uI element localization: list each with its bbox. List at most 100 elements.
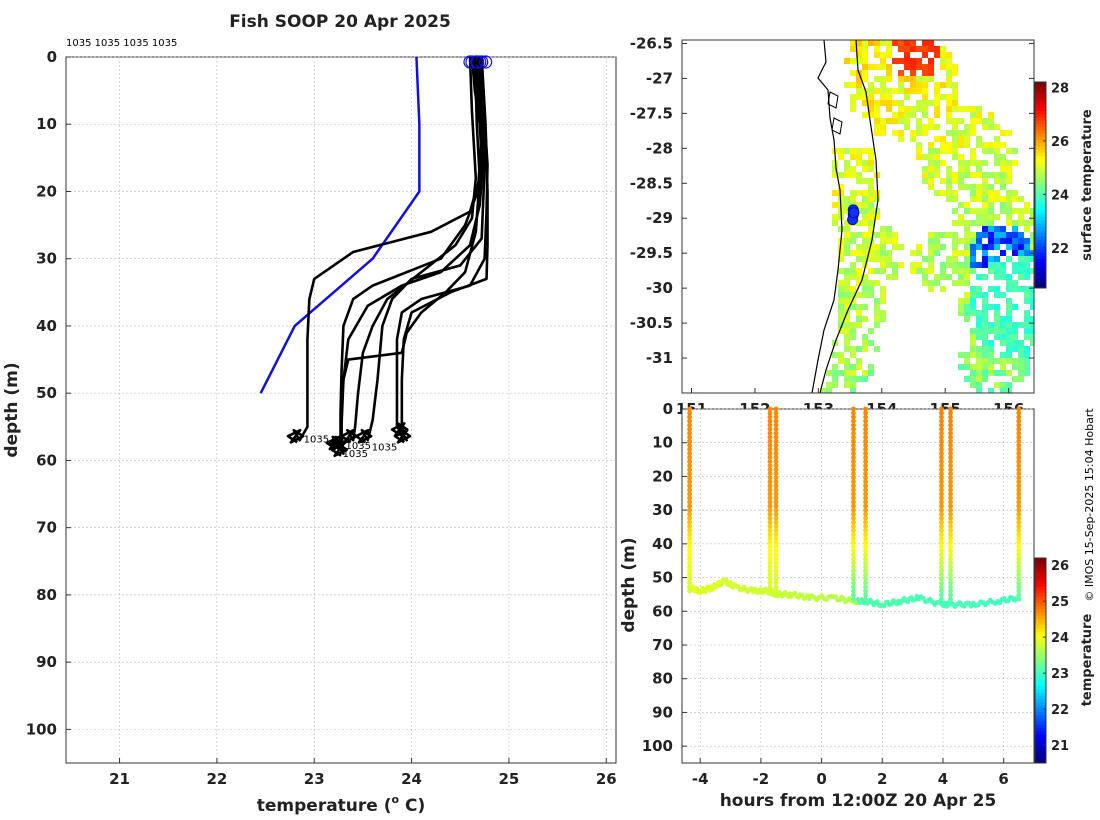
cast-point (687, 479, 692, 485)
sst-cell (994, 172, 1000, 178)
sst-cell (1024, 202, 1030, 208)
sst-cell (1000, 340, 1006, 346)
cast-point (773, 475, 779, 481)
sst-cell (934, 244, 940, 250)
sst-cell (1000, 364, 1006, 370)
cast-point (851, 552, 856, 558)
cast-point (863, 540, 868, 545)
cast-point (1016, 519, 1022, 525)
sst-cell (892, 58, 898, 64)
cast-point (687, 588, 692, 594)
cast-point (687, 503, 692, 509)
sst-cell (844, 250, 850, 256)
sst-cell (994, 316, 1000, 322)
sst-cell (910, 136, 916, 142)
sst-cell (910, 130, 916, 136)
sst-cell (934, 274, 940, 280)
sst-cell (856, 304, 862, 310)
cast-point (948, 487, 953, 493)
profile-y-tick-label: 20 (36, 182, 57, 200)
sst-cell (832, 190, 838, 196)
sst-cell (952, 220, 958, 226)
sst-cell (958, 154, 964, 160)
sst-cell (970, 124, 976, 130)
sst-cell (874, 304, 880, 310)
depth-time-colorbar-segment (1035, 590, 1046, 594)
cast-point (687, 422, 692, 428)
sst-cell (922, 40, 928, 46)
sst-cell (964, 136, 970, 142)
depth-time-colorbar-segment (1035, 673, 1046, 678)
sst-cell (1012, 208, 1018, 214)
sst-cell (964, 232, 970, 238)
sst-cell (940, 82, 946, 88)
sst-cell (970, 238, 976, 244)
sst-cell (844, 304, 850, 310)
sst-cell (1006, 286, 1012, 292)
sst-cell (1030, 334, 1034, 340)
sst-cell (910, 262, 916, 268)
cast-point (948, 507, 953, 513)
cast-point (948, 515, 953, 521)
cast-point (863, 459, 868, 464)
sst-cell (1024, 370, 1030, 376)
cast-point (863, 576, 868, 582)
sst-cell (910, 112, 916, 118)
cast-point (948, 584, 953, 590)
sst-cell (862, 376, 868, 382)
sst-cell (982, 298, 988, 304)
sst-cell (964, 376, 970, 382)
sst-cell (856, 358, 862, 364)
sst-cell (868, 148, 874, 154)
sst-cell (850, 148, 856, 154)
depth-time-colorbar-segment (1035, 574, 1046, 578)
sst-cell (886, 232, 892, 238)
cast-point (939, 483, 944, 489)
sst-cell (970, 190, 976, 196)
sst-cell (940, 268, 946, 274)
sst-cell (1012, 190, 1018, 196)
sst-cell (976, 334, 982, 340)
map-colorbar-segment (1035, 152, 1046, 157)
depth-time-y-tick-label: 80 (652, 670, 673, 688)
sst-cell (898, 70, 904, 76)
sst-cell (856, 178, 862, 184)
cast-point (1016, 536, 1022, 541)
cast-point (948, 540, 953, 545)
sst-cell (886, 76, 892, 82)
sst-cell (952, 196, 958, 202)
cast-point (863, 564, 868, 570)
depth-time-x-tick-label: 0 (816, 770, 826, 788)
sst-cell (856, 52, 862, 58)
cast-point (1016, 443, 1022, 448)
cast-point (948, 451, 953, 456)
sst-cell (958, 238, 964, 244)
depth-time-x-label: hours from 12:00Z 20 Apr 25 (720, 791, 997, 811)
sst-cell (910, 76, 916, 82)
cast-point (1016, 568, 1022, 574)
cast-point (687, 467, 692, 473)
map-y-tick-label: -30.5 (630, 314, 673, 332)
sst-cell (844, 292, 850, 298)
sst-cell (1018, 370, 1024, 376)
sst-cell (862, 286, 868, 292)
sst-cell (874, 298, 880, 304)
sst-cell (916, 250, 922, 256)
sst-cell (1000, 184, 1006, 190)
sst-cell (1012, 334, 1018, 340)
sst-cell (976, 208, 982, 214)
depth-time-colorbar-segment (1035, 753, 1046, 758)
sst-cell (868, 112, 874, 118)
sst-cell (856, 346, 862, 352)
cast-point (767, 467, 773, 473)
depth-time-colorbar-segment (1035, 666, 1046, 671)
sst-cell (928, 142, 934, 148)
sst-cell (934, 280, 940, 286)
sst-cell (856, 40, 862, 46)
cast-point (863, 532, 868, 537)
sst-cell (958, 172, 964, 178)
sst-cell (1018, 238, 1024, 244)
sst-cell (1006, 274, 1012, 280)
cast-point (948, 552, 953, 558)
sst-cell (1018, 232, 1024, 238)
